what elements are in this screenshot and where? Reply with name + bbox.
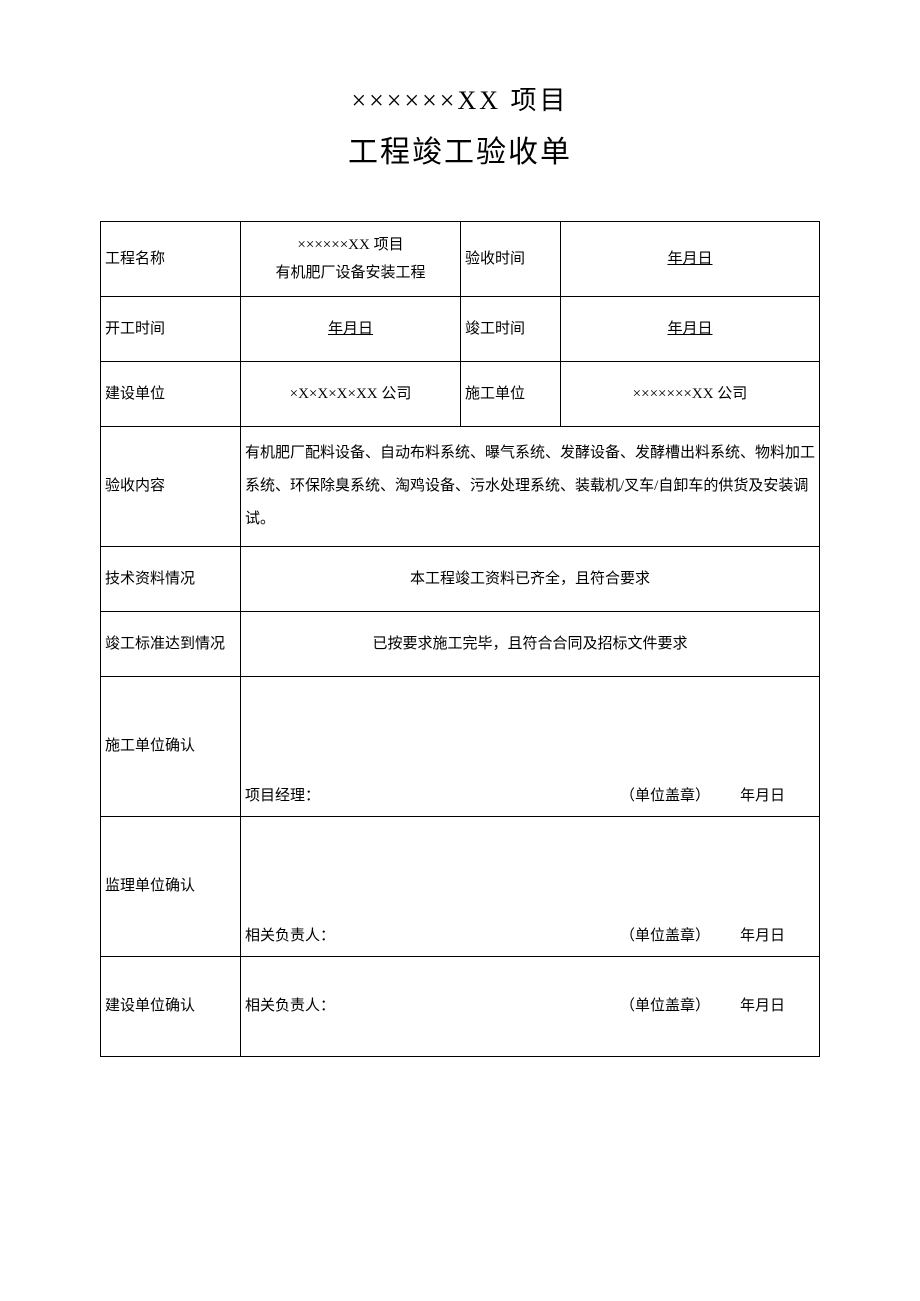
cell-build-unit: ×X×X×X×XX 公司 — [241, 362, 461, 427]
title-line1: ××××××XX 项目 — [100, 80, 820, 117]
label-finish-time: 竣工时间 — [461, 297, 561, 362]
acceptance-form-table: 工程名称 ××××××XX 项目 有机肥厂设备安装工程 验收时间 年月日 开工时… — [100, 221, 820, 1057]
label-construct-confirm: 施工单位确认 — [101, 677, 241, 817]
table-row: 验收内容 有机肥厂配料设备、自动布料系统、曝气系统、发酵设备、发酵槽出料系统、物… — [101, 427, 820, 547]
label-start-time: 开工时间 — [101, 297, 241, 362]
label-project-name: 工程名称 — [101, 222, 241, 297]
table-row: 建设单位 ×X×X×X×XX 公司 施工单位 ×××××××XX 公司 — [101, 362, 820, 427]
label-build-confirm: 建设单位确认 — [101, 957, 241, 1057]
cell-build-confirm: 相关负责人： （单位盖章） 年月日 — [241, 957, 820, 1057]
title-line2: 工程竣工验收单 — [100, 127, 820, 171]
sig-role-pm: 项目经理： — [245, 782, 320, 811]
cell-finish-time: 年月日 — [561, 297, 820, 362]
sig-stamp: （单位盖章） — [320, 782, 740, 811]
table-row: 施工单位确认 项目经理： （单位盖章） 年月日 — [101, 677, 820, 817]
sig-stamp: （单位盖章） — [335, 922, 740, 951]
table-row: 监理单位确认 相关负责人： （单位盖章） 年月日 — [101, 817, 820, 957]
cell-accept-content: 有机肥厂配料设备、自动布料系统、曝气系统、发酵设备、发酵槽出料系统、物料加工系统… — [241, 427, 820, 547]
cell-start-time: 年月日 — [241, 297, 461, 362]
sig-date: 年月日 — [740, 992, 815, 1021]
table-row: 工程名称 ××××××XX 项目 有机肥厂设备安装工程 验收时间 年月日 — [101, 222, 820, 297]
date-value: 年月日 — [328, 321, 373, 337]
project-name-line1: ××××××XX 项目 — [245, 231, 456, 260]
signature-line: 相关负责人： （单位盖章） 年月日 — [241, 986, 819, 1027]
sig-role-responsible: 相关负责人： — [245, 992, 335, 1021]
project-name-line2: 有机肥厂设备安装工程 — [245, 259, 456, 288]
cell-completion-std: 已按要求施工完毕，且符合合同及招标文件要求 — [241, 612, 820, 677]
label-construct-unit: 施工单位 — [461, 362, 561, 427]
cell-construct-unit: ×××××××XX 公司 — [561, 362, 820, 427]
date-value: 年月日 — [667, 321, 712, 337]
sig-date: 年月日 — [740, 922, 815, 951]
signature-line: 相关负责人： （单位盖章） 年月日 — [241, 916, 819, 957]
cell-project-name: ××××××XX 项目 有机肥厂设备安装工程 — [241, 222, 461, 297]
table-row: 技术资料情况 本工程竣工资料已齐全，且符合要求 — [101, 547, 820, 612]
cell-supervise-confirm: 相关负责人： （单位盖章） 年月日 — [241, 817, 820, 957]
table-row: 开工时间 年月日 竣工时间 年月日 — [101, 297, 820, 362]
cell-construct-confirm: 项目经理： （单位盖章） 年月日 — [241, 677, 820, 817]
label-accept-content: 验收内容 — [101, 427, 241, 547]
table-row: 建设单位确认 相关负责人： （单位盖章） 年月日 — [101, 957, 820, 1057]
sig-role-responsible: 相关负责人： — [245, 922, 335, 951]
cell-tech-doc: 本工程竣工资料已齐全，且符合要求 — [241, 547, 820, 612]
document-title: ××××××XX 项目 工程竣工验收单 — [100, 80, 820, 171]
label-accept-time: 验收时间 — [461, 222, 561, 297]
date-value: 年月日 — [667, 251, 712, 267]
sig-stamp: （单位盖章） — [335, 992, 740, 1021]
label-build-unit: 建设单位 — [101, 362, 241, 427]
cell-accept-time: 年月日 — [561, 222, 820, 297]
table-row: 竣工标准达到情况 已按要求施工完毕，且符合合同及招标文件要求 — [101, 612, 820, 677]
label-tech-doc: 技术资料情况 — [101, 547, 241, 612]
label-supervise-confirm: 监理单位确认 — [101, 817, 241, 957]
label-completion-std: 竣工标准达到情况 — [101, 612, 241, 677]
signature-line: 项目经理： （单位盖章） 年月日 — [241, 776, 819, 817]
sig-date: 年月日 — [740, 782, 815, 811]
